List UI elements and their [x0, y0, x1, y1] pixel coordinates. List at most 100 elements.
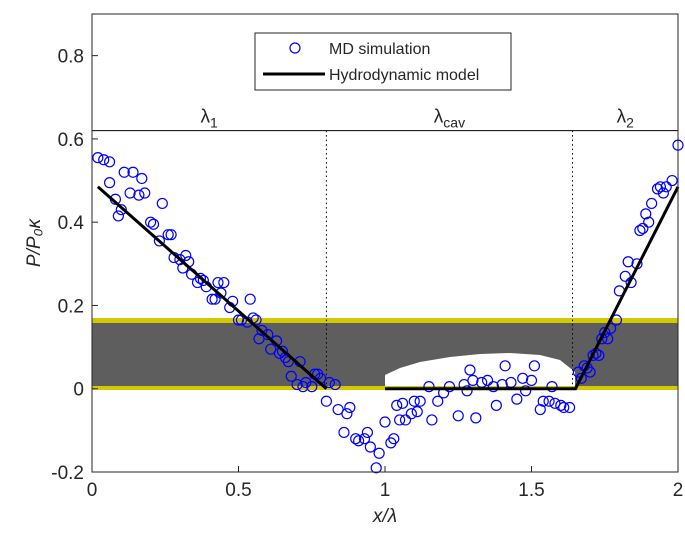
data-point	[394, 414, 406, 426]
data-point	[133, 189, 145, 201]
data-point	[511, 393, 523, 405]
data-point	[555, 399, 567, 411]
data-point	[103, 177, 116, 189]
data-point	[528, 360, 541, 372]
data-point	[499, 360, 511, 372]
data-point	[353, 435, 365, 447]
data-point	[520, 385, 532, 397]
data-point	[546, 381, 558, 393]
data-point	[218, 276, 230, 289]
data-point	[320, 395, 332, 407]
legend-marker	[289, 42, 301, 54]
region-symbol: λ	[617, 107, 627, 128]
data-point	[490, 399, 502, 411]
data-point	[98, 154, 110, 166]
data-point	[432, 395, 444, 407]
data-point	[563, 401, 576, 414]
x-axis-label: x/λ	[372, 506, 397, 527]
region-subscript: 1	[210, 115, 218, 131]
data-point	[379, 416, 391, 428]
data-point	[443, 381, 456, 393]
data-point	[341, 408, 353, 420]
data-point	[92, 152, 104, 164]
x-tick-label: 0.5	[225, 480, 251, 501]
data-point	[423, 381, 435, 393]
data-point	[452, 410, 464, 422]
data-point	[426, 414, 438, 426]
data-point	[399, 414, 412, 426]
data-point	[461, 385, 473, 397]
data-point	[323, 376, 335, 389]
data-point	[622, 256, 634, 268]
plot-layer: λ1 λcav λ2	[92, 107, 684, 474]
data-point	[364, 441, 376, 453]
data-point	[370, 462, 382, 474]
data-point	[470, 412, 482, 424]
x-tick-label: 2	[673, 480, 684, 501]
data-point	[103, 156, 116, 168]
data-point	[643, 216, 655, 228]
x-tick-label: 1	[380, 480, 391, 501]
data-point	[344, 401, 356, 414]
data-point	[162, 229, 174, 241]
data-point	[118, 166, 130, 178]
data-point	[467, 374, 479, 386]
x-tick-label: 0	[87, 480, 98, 501]
data-point	[361, 426, 374, 439]
region-symbol: λ	[201, 107, 211, 128]
data-point	[124, 187, 136, 199]
y-tick-label: 0.8	[58, 47, 84, 68]
region-subscript: cav	[443, 115, 465, 131]
data-point	[306, 381, 318, 393]
data-point	[153, 235, 165, 247]
data-point	[206, 293, 218, 305]
legend-label: MD simulation	[329, 41, 430, 58]
data-point	[666, 174, 678, 187]
model-line	[96, 185, 680, 391]
simulation-snapshot	[92, 318, 678, 390]
legend-label: Hydrodynamic model	[329, 67, 479, 84]
data-point	[212, 276, 224, 289]
data-point	[136, 172, 148, 185]
data-point	[414, 395, 426, 407]
data-point	[487, 381, 500, 393]
data-point	[549, 397, 561, 409]
y-tick-label: 0.2	[58, 296, 84, 317]
y-tick-label: 0.4	[58, 213, 85, 234]
data-point	[388, 433, 400, 445]
data-point	[139, 187, 151, 199]
region-symbol: λ	[434, 107, 444, 128]
data-point	[525, 374, 538, 386]
y-tick-label: 0	[73, 380, 84, 401]
data-point	[232, 314, 245, 326]
data-point	[262, 329, 274, 341]
y-tick-label: -0.2	[51, 463, 84, 484]
data-point	[165, 229, 177, 241]
data-point	[350, 433, 362, 445]
data-point	[651, 183, 664, 195]
data-point	[209, 293, 221, 305]
data-point	[602, 333, 614, 345]
data-point	[646, 197, 658, 210]
data-point	[256, 324, 268, 337]
data-point	[112, 210, 124, 222]
data-point	[391, 399, 403, 411]
data-point	[464, 364, 476, 376]
data-point	[411, 406, 423, 418]
data-point	[575, 372, 587, 384]
data-point	[156, 197, 168, 210]
data-point	[329, 378, 341, 391]
data-point	[619, 270, 631, 282]
data-point	[244, 293, 256, 305]
data-point	[285, 370, 297, 382]
data-point	[127, 166, 139, 178]
data-point	[660, 181, 672, 193]
y-tick-label: 0.6	[58, 130, 84, 151]
data-point	[180, 249, 192, 262]
wall-top	[92, 318, 678, 323]
data-point	[358, 433, 371, 445]
data-point	[587, 349, 599, 362]
region-label: λ1	[201, 107, 219, 131]
data-point	[373, 447, 385, 459]
